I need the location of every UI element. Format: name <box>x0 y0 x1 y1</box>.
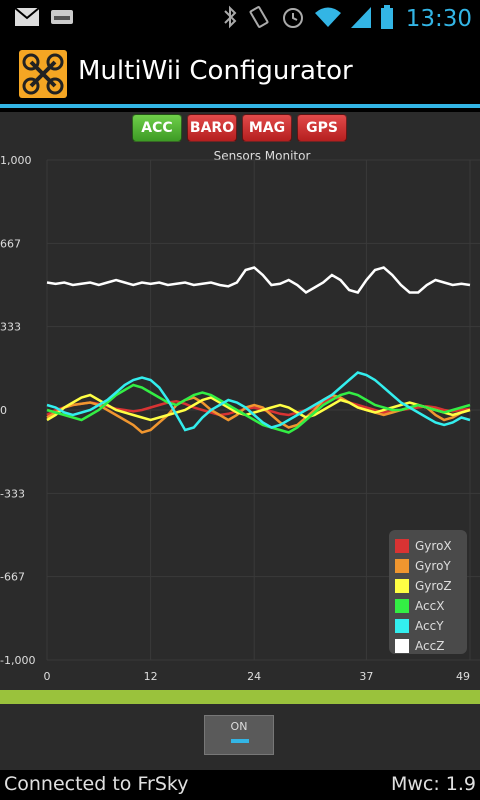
legend-item-gyrox: GyroX <box>395 536 452 556</box>
legend-swatch <box>395 619 409 633</box>
status-bar: 13:30 <box>0 0 480 38</box>
signal-icon <box>350 5 372 33</box>
series-line-accx <box>46 383 471 434</box>
toggle-indicator <box>231 739 249 743</box>
on-toggle-button[interactable]: ON <box>204 715 274 755</box>
sensor-tabs: ACC BARO MAG GPS <box>0 112 480 146</box>
divider-bar <box>0 690 480 704</box>
tab-mag[interactable]: MAG <box>242 114 292 142</box>
y-tick-label: 333 <box>0 321 21 334</box>
series-line-gyroz <box>46 393 471 422</box>
legend-label: GyroX <box>415 539 452 553</box>
y-tick-label: -1,000 <box>0 654 35 667</box>
legend-swatch <box>395 559 409 573</box>
wifi-icon <box>314 5 342 33</box>
alarm-icon <box>280 4 306 34</box>
tab-acc[interactable]: ACC <box>132 114 182 142</box>
status-time: 13:30 <box>405 6 472 32</box>
legend-label: AccX <box>415 599 445 613</box>
connection-status: Connected to FrSky <box>4 773 189 795</box>
app-title: MultiWii Configurator <box>78 56 353 86</box>
legend-item-gyroz: GyroZ <box>395 576 452 596</box>
series-line-accy <box>46 371 471 432</box>
legend-item-gyroy: GyroY <box>395 556 451 576</box>
x-tick-label: 24 <box>247 670 261 683</box>
toggle-label: ON <box>230 720 248 733</box>
y-tick-label: -667 <box>0 571 25 584</box>
vibrate-icon <box>246 4 272 34</box>
legend-item-accx: AccX <box>395 596 444 616</box>
legend-item-accz: AccZ <box>395 636 444 656</box>
chart-title: Sensors Monitor <box>214 149 311 163</box>
action-bar: MultiWii Configurator <box>0 38 480 108</box>
x-tick-label: 37 <box>359 670 373 683</box>
tab-gps[interactable]: GPS <box>297 114 347 142</box>
legend-label: AccZ <box>415 639 445 653</box>
legend-item-accy: AccY <box>395 616 444 636</box>
sensor-content: ACC BARO MAG GPS Sensors Monitor 1,000 66… <box>0 112 480 770</box>
x-tick-label: 12 <box>144 670 158 683</box>
y-tick-label: 667 <box>0 237 21 250</box>
legend-swatch <box>395 539 409 553</box>
footer-status: Connected to FrSky Mwc: 1.9 <box>0 770 480 800</box>
legend-label: AccY <box>415 619 444 633</box>
battery-icon <box>380 4 394 34</box>
y-tick-label: -333 <box>0 487 25 500</box>
legend-label: GyroY <box>415 559 451 573</box>
series-line-accz <box>46 266 471 295</box>
tab-baro[interactable]: BARO <box>187 114 237 142</box>
y-tick-label: 0 <box>0 404 7 417</box>
legend-swatch <box>395 639 409 653</box>
legend-label: GyroZ <box>415 579 452 593</box>
y-tick-label: 1,000 <box>0 154 32 167</box>
legend-swatch <box>395 599 409 613</box>
chart-legend: GyroX GyroY GyroZ AccX AccY AccZ <box>389 530 467 654</box>
legend-swatch <box>395 579 409 593</box>
x-tick-label: 0 <box>44 670 51 683</box>
bluetooth-icon <box>222 4 238 34</box>
firmware-version: Mwc: 1.9 <box>390 773 476 795</box>
gmail-icon <box>14 7 40 31</box>
x-tick-label: 49 <box>456 670 470 683</box>
app-logo-icon <box>19 50 67 98</box>
storage-icon <box>50 7 74 31</box>
